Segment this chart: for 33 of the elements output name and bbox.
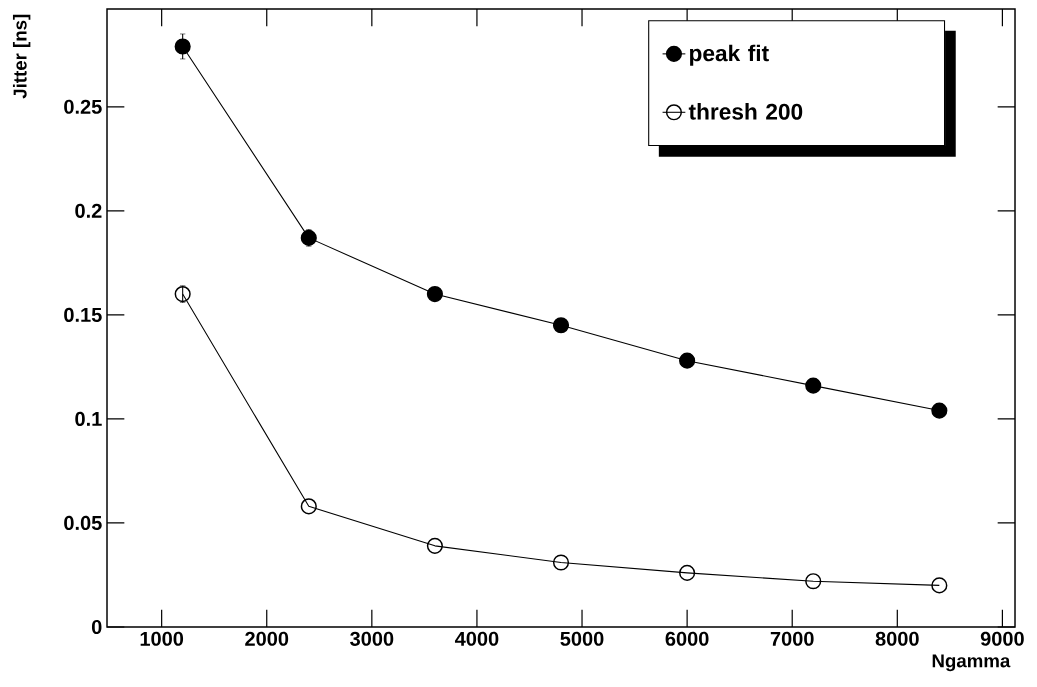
legend-label: thresh 200: [688, 103, 803, 120]
x-tick-label: 2000: [245, 631, 289, 646]
x-tick-label: 7000: [770, 631, 814, 646]
x-tick-label: 9000: [980, 631, 1024, 646]
x-tick-label: 1000: [140, 631, 184, 646]
x-tick-label: 4000: [454, 631, 499, 646]
point: [931, 577, 948, 594]
x-tick-label: 5000: [560, 631, 604, 646]
point: [552, 554, 570, 571]
point: [300, 229, 317, 246]
y-axis-title: Jitter [ns]: [12, 14, 31, 99]
point: [679, 352, 696, 369]
y-tick-label: 0.25: [64, 99, 102, 114]
x-tick-label: 6000: [665, 631, 709, 646]
legend-label: peak fit: [690, 44, 769, 66]
point: [174, 286, 191, 303]
y-tick-label: 0.15: [64, 307, 102, 322]
point: [174, 38, 191, 55]
point: [426, 537, 443, 554]
point: [805, 573, 822, 590]
point: [300, 498, 317, 515]
point: [426, 286, 443, 303]
y-tick-label: 0.2: [75, 203, 102, 218]
point: [679, 564, 696, 581]
y-tick-label: 0: [91, 619, 102, 635]
point: [931, 402, 948, 419]
point: [805, 377, 822, 394]
x-tick-label: 3000: [350, 631, 394, 646]
x-axis-title: Ngamma: [932, 654, 1011, 672]
point: [552, 317, 570, 334]
x-tick-label: 8000: [875, 631, 919, 646]
y-tick-label: 0.1: [75, 411, 102, 426]
y-tick-label: 0.05: [64, 515, 102, 531]
